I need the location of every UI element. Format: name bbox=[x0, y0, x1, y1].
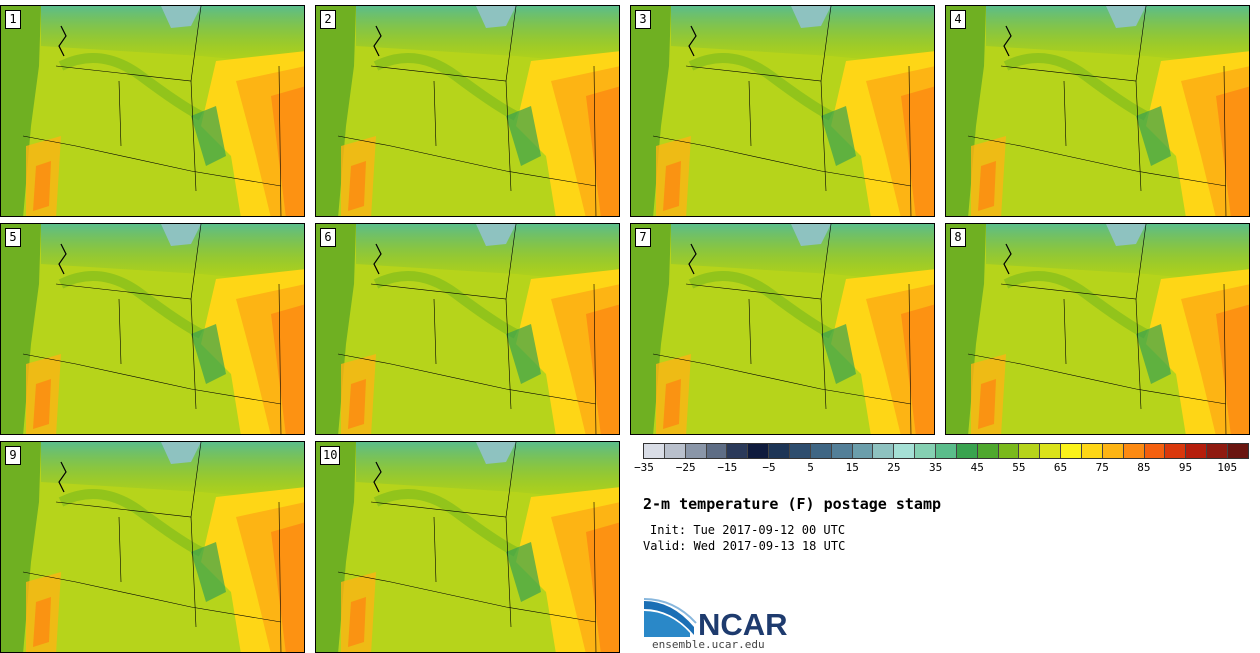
website-url: ensemble.ucar.edu bbox=[652, 638, 765, 651]
colorbar-swatch bbox=[831, 444, 853, 458]
colorbar-swatch bbox=[1123, 444, 1145, 458]
member-number-label: 5 bbox=[5, 228, 21, 247]
temperature-map bbox=[631, 224, 934, 434]
colorbar-swatch bbox=[790, 444, 811, 458]
map-panel-5: 5 bbox=[0, 223, 305, 435]
map-panel-9: 9 bbox=[0, 441, 305, 653]
colorbar-swatches bbox=[643, 443, 1249, 459]
colorbar-tick-label: −25 bbox=[675, 461, 696, 474]
colorbar-swatch bbox=[810, 444, 832, 458]
colorbar-tick-label: 95 bbox=[1178, 461, 1193, 474]
colorbar-swatch bbox=[1165, 444, 1187, 458]
colorbar-tick-label: 35 bbox=[928, 461, 943, 474]
map-panel-1: 1 bbox=[0, 5, 305, 217]
colorbar-swatch bbox=[748, 444, 770, 458]
colorbar-swatch bbox=[1144, 444, 1166, 458]
colorbar-swatch bbox=[1228, 444, 1248, 458]
colorbar-ticks: −35 −25 −15 −5 5 15 25 35 45 55 65 75 85 95 105 115 bbox=[634, 459, 1260, 475]
colorbar-swatch bbox=[685, 444, 707, 458]
colorbar-swatch bbox=[664, 444, 686, 458]
colorbar-tick-label: −15 bbox=[717, 461, 738, 474]
colorbar-swatch bbox=[727, 444, 749, 458]
colorbar-tick-label: 85 bbox=[1137, 461, 1151, 474]
colorbar-swatch bbox=[1019, 444, 1041, 458]
member-number-label: 8 bbox=[950, 228, 966, 247]
init-time: Init: Tue 2017-09-12 00 UTC bbox=[650, 523, 846, 537]
member-number-label: 4 bbox=[950, 10, 966, 29]
member-number-label: 3 bbox=[635, 10, 651, 29]
colorbar-swatch bbox=[873, 444, 895, 458]
temperature-colorbar: −35 −25 −15 −5 5 15 25 35 45 55 65 75 85 95 105 115 bbox=[634, 443, 1260, 475]
colorbar-swatch bbox=[1040, 444, 1062, 458]
colorbar-swatch bbox=[915, 444, 937, 458]
ncar-logo: NCAR bbox=[642, 597, 792, 645]
colorbar-tick-label: 65 bbox=[1053, 461, 1068, 474]
colorbar-swatch bbox=[769, 444, 791, 458]
colorbar-tick-label: 105 bbox=[1217, 461, 1238, 474]
colorbar-swatch bbox=[1207, 444, 1229, 458]
map-panel-4: 4 bbox=[945, 5, 1250, 217]
temperature-map bbox=[946, 224, 1249, 434]
temperature-map bbox=[316, 6, 619, 216]
colorbar-swatch bbox=[956, 444, 978, 458]
temperature-map bbox=[1, 6, 304, 216]
colorbar-tick-label: 115 bbox=[1259, 461, 1260, 474]
colorbar-swatch bbox=[936, 444, 957, 458]
temperature-map bbox=[946, 6, 1249, 216]
temperature-map bbox=[1, 442, 304, 652]
map-panel-3: 3 bbox=[630, 5, 935, 217]
colorbar-tick-label: −5 bbox=[762, 461, 776, 474]
temperature-map bbox=[316, 442, 619, 652]
colorbar-swatch bbox=[998, 444, 1020, 458]
colorbar-tick-label: −35 bbox=[634, 461, 654, 474]
member-number-label: 1 bbox=[5, 10, 21, 29]
temperature-map bbox=[1, 224, 304, 434]
member-number-label: 9 bbox=[5, 446, 21, 465]
colorbar-swatch bbox=[644, 444, 665, 458]
map-panel-7: 7 bbox=[630, 223, 935, 435]
colorbar-tick-label: 25 bbox=[887, 461, 901, 474]
colorbar-swatch bbox=[1082, 444, 1103, 458]
member-number-label: 2 bbox=[320, 10, 336, 29]
colorbar-tick-label: 55 bbox=[1012, 461, 1026, 474]
map-panel-10: 10 bbox=[315, 441, 620, 653]
map-panel-2: 2 bbox=[315, 5, 620, 217]
colorbar-swatch bbox=[852, 444, 874, 458]
colorbar-swatch bbox=[1186, 444, 1208, 458]
member-number-label: 7 bbox=[635, 228, 651, 247]
map-panel-6: 6 bbox=[315, 223, 620, 435]
colorbar-swatch bbox=[894, 444, 916, 458]
map-panel-8: 8 bbox=[945, 223, 1250, 435]
member-number-label: 6 bbox=[320, 228, 336, 247]
valid-time: Valid: Wed 2017-09-13 18 UTC bbox=[643, 539, 846, 553]
colorbar-swatch bbox=[1102, 444, 1124, 458]
chart-title: 2-m temperature (F) postage stamp bbox=[643, 495, 942, 513]
temperature-map bbox=[316, 224, 619, 434]
logo-wordmark: NCAR bbox=[698, 607, 788, 641]
colorbar-swatch bbox=[977, 444, 999, 458]
temperature-map bbox=[631, 6, 934, 216]
member-number-label: 10 bbox=[320, 446, 341, 465]
colorbar-tick-label: 15 bbox=[845, 461, 859, 474]
colorbar-tick-label: 75 bbox=[1095, 461, 1109, 474]
colorbar-tick-label: 5 bbox=[807, 461, 814, 474]
colorbar-swatch bbox=[1061, 444, 1083, 458]
colorbar-tick-label: 45 bbox=[970, 461, 984, 474]
colorbar-swatch bbox=[706, 444, 728, 458]
